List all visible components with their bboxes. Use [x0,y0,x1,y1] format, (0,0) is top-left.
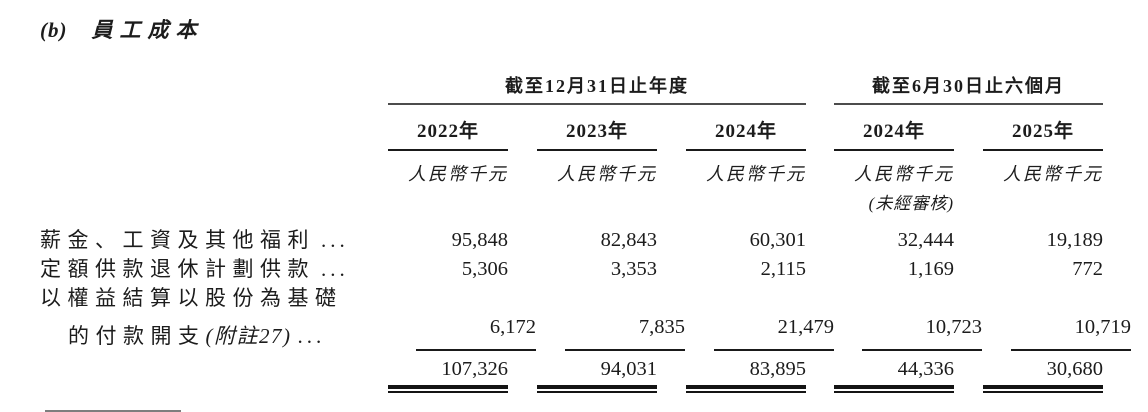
total-value: 30,680 [1046,358,1103,380]
row-value: 6,172 [416,313,536,351]
row-label: 的付款開支(附註27)... [68,324,326,348]
unit-label: 人民幣千元 [408,164,508,184]
row-value: 82,843 [600,229,657,251]
row-value: 772 [1072,258,1103,280]
note-reference: (附註27) [205,324,292,348]
unit-label: 人民幣千元 [1003,164,1103,184]
row-value: 10,723 [862,313,982,351]
row-value: 21,479 [714,313,834,351]
unit-label: 人民幣千元 [706,164,806,184]
total-value: 44,336 [897,358,954,380]
row-value: 5,306 [461,258,508,280]
row-label: 薪金、工資及其他福利... [40,228,349,252]
unit-label: 人民幣千元 [557,164,657,184]
total-double-rule [388,385,508,393]
dot-leader: ... [321,228,349,252]
row-value: 3,353 [610,258,657,280]
total-value: 107,326 [441,358,508,380]
total-double-rule [537,385,657,393]
year-header-row: 2022年 2023年 2024年 2024年 2025年 [40,105,1148,151]
year-header-2024-interim: 2024年 [834,105,954,151]
total-double-rule [834,385,954,393]
column-group-interim: 截至6月30日止六個月 [834,72,1103,105]
row-value: 19,189 [1046,229,1103,251]
dot-leader: ... [321,257,349,281]
year-header-2022: 2022年 [388,105,508,151]
row-value: 32,444 [897,229,954,251]
row-label: 以權益結算以股份為基礎 [40,286,343,310]
total-double-rule-row [40,385,1148,393]
row-value: 95,848 [451,229,508,251]
column-group-annual: 截至12月31日止年度 [388,72,806,105]
row-label: 定額供款退休計劃供款... [40,257,349,281]
year-header-2023: 2023年 [537,105,657,151]
table-row-share-based-line1: 以權益結算以股份為基礎 [40,284,1148,313]
total-double-rule [983,385,1103,393]
total-double-rule [686,385,806,393]
employee-cost-table: 截至12月31日止年度 截至6月30日止六個月 2022年 2023年 2024… [40,72,1148,393]
table-row-retirement-contributions: 定額供款退休計劃供款... 5,306 3,353 2,115 1,169 77… [40,255,1148,284]
section-heading: (b) 員工成本 [40,14,1148,44]
table-row-salaries: 薪金、工資及其他福利... 95,848 82,843 60,301 32,44… [40,226,1148,255]
row-value: 60,301 [749,229,806,251]
row-value: 2,115 [760,258,806,280]
section-index: (b) [40,18,68,42]
unaudited-note: (未經審核) [868,194,954,213]
section-title: 員工成本 [91,18,204,42]
year-header-2025-interim: 2025年 [983,105,1103,151]
total-value: 83,895 [749,358,806,380]
row-value: 7,835 [565,313,685,351]
dot-leader: ... [297,324,326,348]
unit-label: 人民幣千元 [854,164,954,184]
table-row-share-based-line2: 的付款開支(附註27)... 6,172 7,835 21,479 10,723… [40,313,1148,351]
unit-label-unaudited-column: 人民幣千元 (未經審核) [834,160,954,214]
year-header-2024: 2024年 [686,105,806,151]
total-value: 94,031 [600,358,657,380]
row-value: 1,169 [907,258,954,280]
total-row: 107,326 94,031 83,895 44,336 30,680 [40,351,1148,381]
row-value: 10,719 [1011,313,1131,351]
group-header-row: 截至12月31日止年度 截至6月30日止六個月 [40,72,1148,105]
units-row: 人民幣千元 人民幣千元 人民幣千元 人民幣千元 (未經審核) 人民幣千元 [40,160,1148,214]
